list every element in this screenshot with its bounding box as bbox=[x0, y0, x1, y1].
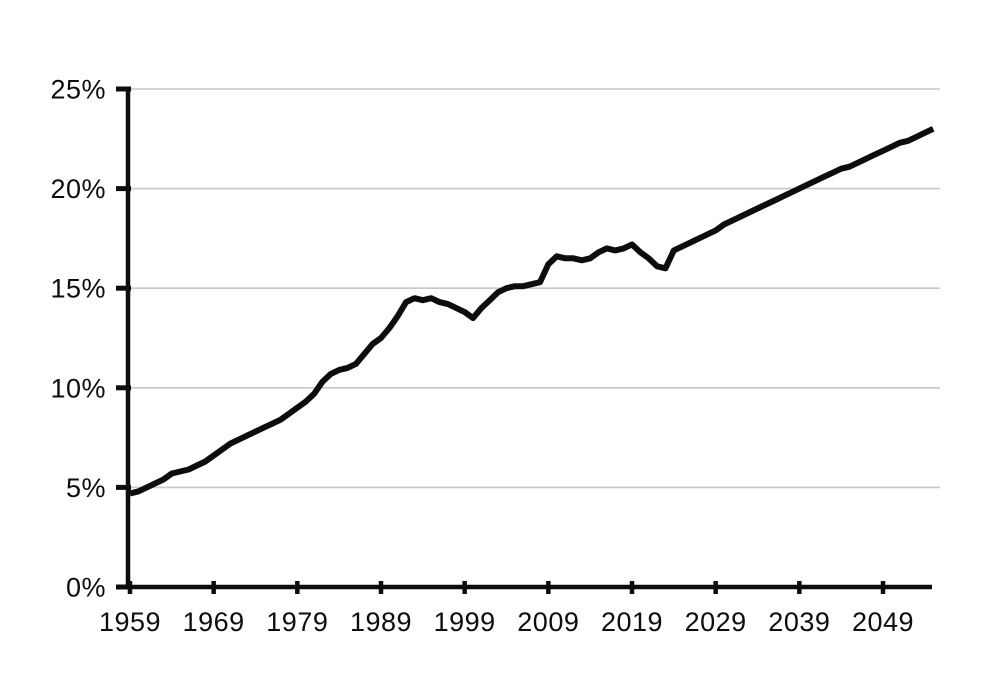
y-tick-label: 10% bbox=[50, 373, 106, 403]
x-tick-label: 2019 bbox=[601, 607, 663, 637]
y-tick-label: 25% bbox=[50, 75, 106, 105]
x-tick-label: 1999 bbox=[434, 607, 496, 637]
x-tick-label: 1979 bbox=[266, 607, 328, 637]
y-tick-label: 15% bbox=[50, 274, 106, 304]
x-tick-label: 2029 bbox=[685, 607, 747, 637]
x-tick-label: 1989 bbox=[350, 607, 412, 637]
y-tick-label: 20% bbox=[50, 174, 106, 204]
y-tick-label: 0% bbox=[66, 573, 106, 603]
series-line bbox=[129, 126, 935, 497]
x-tick-label: 2049 bbox=[852, 607, 914, 637]
x-tick-label: 2039 bbox=[768, 607, 830, 637]
y-tick-label: 5% bbox=[66, 473, 106, 503]
x-tick-label: 2009 bbox=[517, 607, 579, 637]
x-tick-label: 1969 bbox=[183, 607, 245, 637]
x-tick-label: 1959 bbox=[99, 607, 161, 637]
